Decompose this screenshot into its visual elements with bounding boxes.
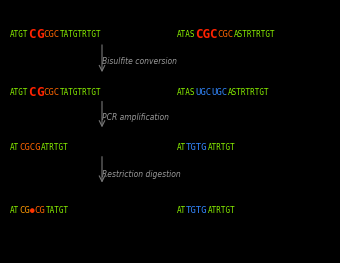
Text: UGC: UGC bbox=[211, 88, 227, 97]
Text: CG: CG bbox=[35, 206, 46, 215]
Text: AT: AT bbox=[177, 206, 186, 215]
Text: UGC: UGC bbox=[195, 88, 211, 97]
Text: CG: CG bbox=[19, 206, 30, 215]
Text: ASTRTRTGT: ASTRTRTGT bbox=[228, 88, 269, 97]
Text: G: G bbox=[36, 85, 44, 99]
Text: ATRTGT: ATRTGT bbox=[208, 206, 235, 215]
Text: CGC: CGC bbox=[44, 30, 60, 39]
Text: AT: AT bbox=[10, 206, 19, 215]
Text: C: C bbox=[29, 85, 36, 99]
Text: ATGT: ATGT bbox=[10, 88, 29, 97]
Text: PCR amplification: PCR amplification bbox=[102, 113, 169, 122]
Text: ATAS: ATAS bbox=[177, 88, 195, 97]
Text: CGC: CGC bbox=[44, 88, 60, 97]
Text: ATGT: ATGT bbox=[10, 30, 29, 39]
Text: Bisulfite conversion: Bisulfite conversion bbox=[102, 57, 177, 66]
Text: TATGT: TATGT bbox=[46, 206, 69, 215]
Text: ATRTGT: ATRTGT bbox=[41, 143, 69, 152]
Text: CGC: CGC bbox=[195, 28, 218, 41]
Text: TGTG: TGTG bbox=[186, 206, 207, 215]
Text: CGCG: CGCG bbox=[19, 143, 41, 152]
Text: AT: AT bbox=[10, 143, 19, 152]
Text: TGTG: TGTG bbox=[186, 143, 207, 152]
Text: ATRTGT: ATRTGT bbox=[208, 143, 235, 152]
Text: G: G bbox=[36, 28, 44, 41]
Text: ASTRTRTGT: ASTRTRTGT bbox=[234, 30, 275, 39]
Text: TATGTRTGT: TATGTRTGT bbox=[60, 30, 101, 39]
Text: ATAS: ATAS bbox=[177, 30, 195, 39]
Text: TATGTRTGT: TATGTRTGT bbox=[60, 88, 101, 97]
Text: AT: AT bbox=[177, 143, 186, 152]
Text: Restriction digestion: Restriction digestion bbox=[102, 170, 181, 179]
Text: C: C bbox=[29, 28, 36, 41]
Text: ●: ● bbox=[30, 206, 35, 215]
Text: CGC: CGC bbox=[218, 30, 234, 39]
